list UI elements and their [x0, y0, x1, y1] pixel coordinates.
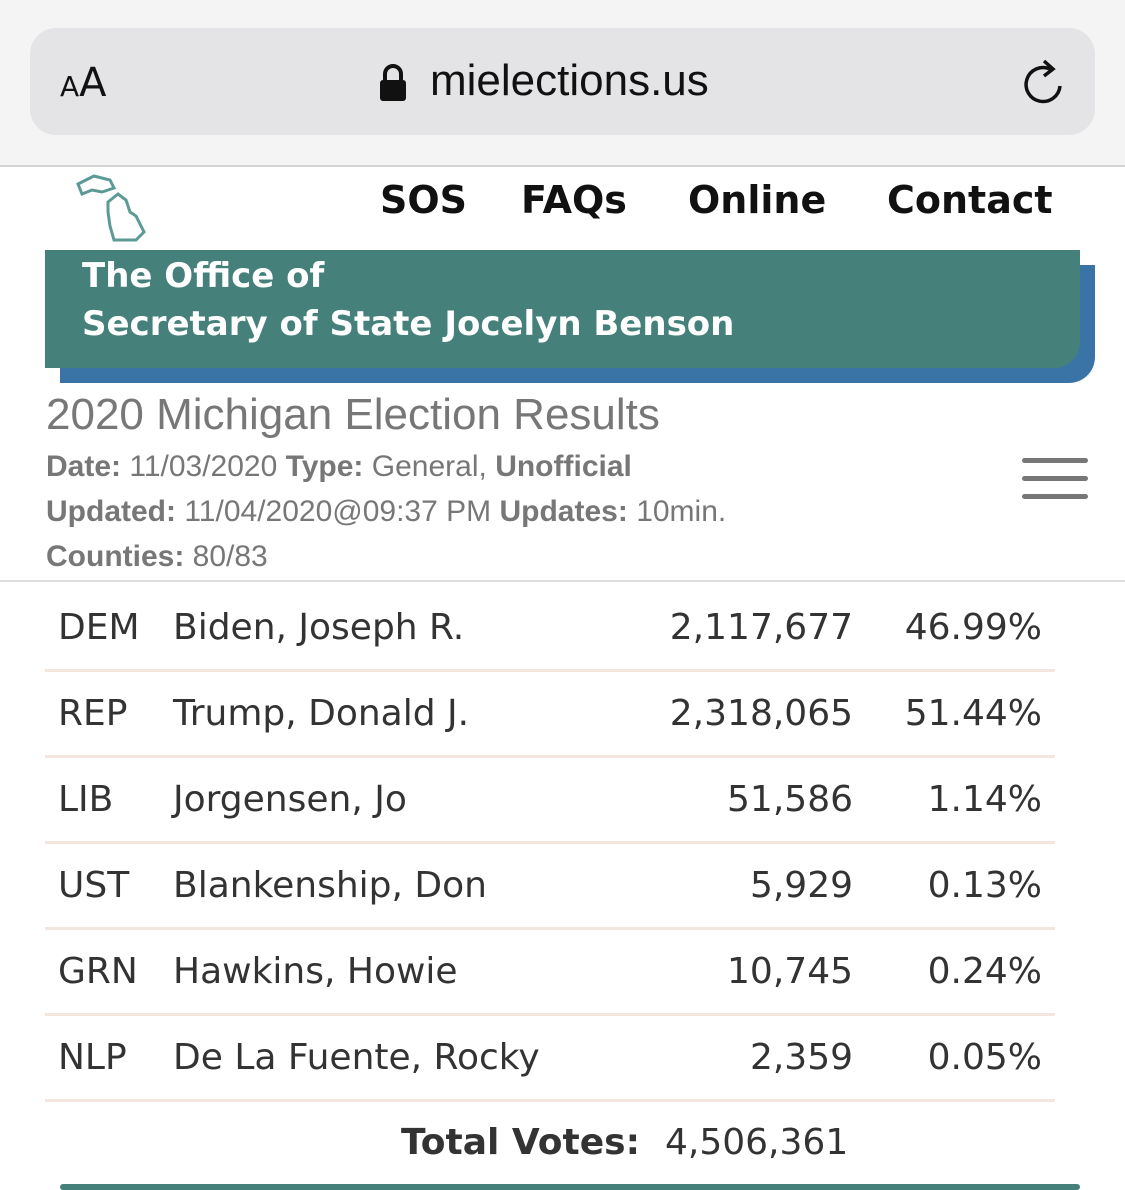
- meta-text: Counties:: [46, 540, 185, 573]
- meta-text: Type:: [285, 450, 364, 483]
- party: DEM: [58, 607, 140, 648]
- party: UST: [58, 865, 130, 906]
- votes: 2,318,065: [669, 693, 853, 734]
- nav-link[interactable]: Contact: [887, 178, 1053, 222]
- meta-text: 11/03/2020: [129, 450, 278, 483]
- party: REP: [58, 693, 128, 734]
- candidate: De La Fuente, Rocky: [173, 1037, 540, 1078]
- meta-text: Updates:: [499, 495, 628, 528]
- meta-text: Updated:: [46, 495, 176, 528]
- text-size-button[interactable]: AA: [60, 60, 107, 106]
- row-line: [45, 927, 1055, 930]
- percent: 51.44%: [904, 693, 1042, 734]
- page-title: 2020 Michigan Election Results: [46, 390, 660, 439]
- row-line: [45, 755, 1055, 758]
- menu-bar[interactable]: [1022, 458, 1088, 463]
- party: NLP: [58, 1037, 127, 1078]
- banner-line: Secretary of State Jocelyn Benson: [82, 304, 735, 344]
- votes: 2,359: [749, 1037, 853, 1078]
- meta-text: Unofficial: [495, 450, 632, 483]
- meta-text: 10min.: [636, 495, 727, 528]
- votes: 2,117,677: [669, 607, 853, 648]
- party: GRN: [58, 951, 138, 992]
- percent: 0.05%: [927, 1037, 1042, 1078]
- votes: 51,586: [727, 779, 853, 820]
- nav-link[interactable]: FAQs: [521, 178, 627, 222]
- nav-link[interactable]: Online: [688, 178, 827, 222]
- menu-bar[interactable]: [1022, 494, 1088, 499]
- meta-text: General,: [371, 450, 487, 483]
- total-label: Total Votes:: [401, 1122, 640, 1163]
- url[interactable]: mielections.us: [430, 56, 709, 105]
- percent: 0.24%: [927, 951, 1042, 992]
- address-field[interactable]: [30, 28, 1095, 135]
- candidate: Trump, Donald J.: [173, 693, 470, 734]
- total-value: 4,506,361: [665, 1122, 849, 1163]
- menu-bar[interactable]: [1022, 476, 1088, 481]
- row-line: [45, 669, 1055, 672]
- michigan-logo[interactable]: [74, 172, 154, 244]
- divider: [0, 580, 1125, 582]
- meta-line: Updated: 11/04/2020@09:37 PM Updates: 10…: [46, 495, 726, 529]
- row-line: [45, 1013, 1055, 1016]
- candidate: Hawkins, Howie: [173, 951, 458, 992]
- party: LIB: [58, 779, 114, 820]
- lock-icon: [380, 64, 406, 101]
- reload-icon[interactable]: [1020, 58, 1070, 110]
- meta-line: Date: 11/03/2020 Type: General, Unoffici…: [46, 450, 632, 484]
- candidate: Blankenship, Don: [173, 865, 487, 906]
- banner-line: The Office of: [82, 256, 325, 296]
- meta-text: 11/04/2020@09:37 PM: [184, 495, 492, 528]
- row-line: [45, 841, 1055, 844]
- bottom-bar: [60, 1184, 1080, 1190]
- candidate: Jorgensen, Jo: [173, 779, 407, 820]
- percent: 0.13%: [927, 865, 1042, 906]
- meta-line: Counties: 80/83: [46, 540, 268, 574]
- percent: 1.14%: [927, 779, 1042, 820]
- row-line: [45, 1099, 1055, 1102]
- banner: [45, 250, 1080, 368]
- votes: 5,929: [749, 865, 853, 906]
- candidate: Biden, Joseph R.: [173, 607, 465, 648]
- meta-text: Date:: [46, 450, 122, 483]
- votes: 10,745: [727, 951, 853, 992]
- nav-link[interactable]: SOS: [380, 178, 468, 222]
- meta-text: 80/83: [192, 540, 268, 573]
- percent: 46.99%: [904, 607, 1042, 648]
